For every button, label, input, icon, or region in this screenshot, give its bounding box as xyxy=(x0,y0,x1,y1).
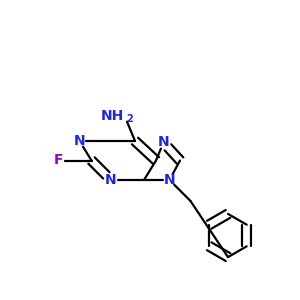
Text: 2: 2 xyxy=(126,114,133,124)
Text: N: N xyxy=(164,173,175,187)
Text: N: N xyxy=(74,134,85,148)
Text: N: N xyxy=(158,136,169,149)
Text: F: F xyxy=(54,154,63,167)
Text: NH: NH xyxy=(101,109,124,122)
Text: N: N xyxy=(105,173,117,187)
